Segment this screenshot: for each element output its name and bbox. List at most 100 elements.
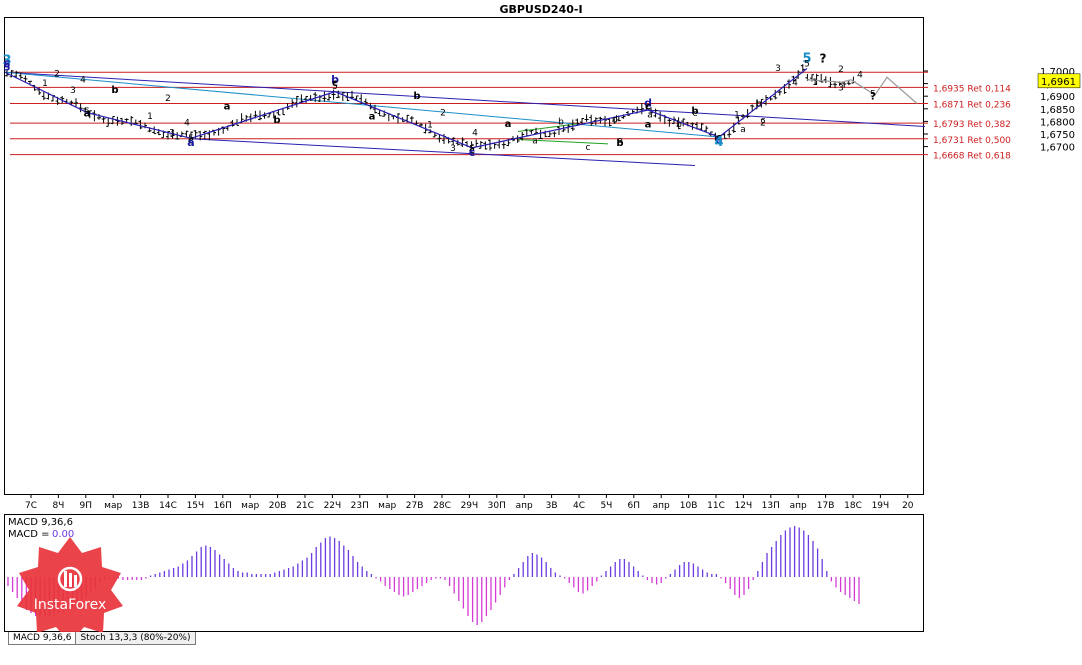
indicator-tabs: MACD 9,36,6 Stoch 13,3,3 (80%-20%) xyxy=(8,632,196,645)
wave-label-33: b xyxy=(413,91,420,102)
x-tick-label-4: 13В xyxy=(132,501,150,511)
wave-label-9: d xyxy=(644,96,652,109)
x-tick-label-19: 3В xyxy=(546,501,558,511)
indicator-panel xyxy=(4,514,924,632)
x-tick-label-8: мар xyxy=(241,501,259,511)
instaforex-logo: InstaForex xyxy=(10,535,130,650)
wave-label-41: a xyxy=(532,136,538,146)
green-line-1 xyxy=(517,139,609,145)
y-tick-label-6: 1,6700 xyxy=(1040,143,1075,154)
wave-label-58: 1 xyxy=(812,78,818,88)
wave-label-47: a xyxy=(645,120,652,131)
tab-stoch[interactable]: Stoch 13,3,3 (80%-20%) xyxy=(75,632,196,645)
x-tick-label-13: мар xyxy=(378,501,396,511)
wave-label-60: 3 xyxy=(838,83,844,93)
x-tick-label-7: 16П xyxy=(214,501,232,511)
wave-label-10: c xyxy=(645,101,651,112)
wave-label-2: 5 xyxy=(4,62,11,73)
wave-label-4: ? xyxy=(820,52,827,66)
wave-label-56: 3 xyxy=(775,64,781,74)
wave-label-5: 5 xyxy=(804,60,810,70)
x-tick-label-27: 13П xyxy=(762,501,780,511)
y-tick-label-2: 1,6900 xyxy=(1040,92,1075,103)
x-tick-label-1: 8Ч xyxy=(52,501,64,511)
x-tick-label-30: 18С xyxy=(844,501,862,511)
x-tick-label-25: 11С xyxy=(707,501,725,511)
wave-label-27: 1 xyxy=(147,112,153,122)
wave-label-34: a xyxy=(369,111,376,122)
x-tick-label-15: 28С xyxy=(433,501,451,511)
wave-label-57: 4 xyxy=(792,78,798,88)
y-tick-label-4: 1,6800 xyxy=(1040,117,1075,128)
wave-label-24: 5 xyxy=(84,107,90,117)
macd-label: MACD 9,36,6 xyxy=(8,517,73,528)
wave-label-39: a xyxy=(505,119,512,130)
x-tick-label-11: 22Ч xyxy=(324,501,342,511)
fibonacci-levels: 1,6935 Ret 0,114 1,6871 Ret 0,236 1,6793 R… xyxy=(10,71,1011,162)
green-line-0 xyxy=(517,123,578,132)
x-tick-label-16: 29Ч xyxy=(461,501,479,511)
wave-label-7: c xyxy=(332,78,338,89)
wave-label-25: a xyxy=(84,108,91,119)
price-bars xyxy=(5,64,856,151)
wave-label-55: 2 xyxy=(760,119,766,129)
wave-label-50: c xyxy=(693,109,698,119)
projection-path xyxy=(806,76,918,104)
wave-label-14: 5 xyxy=(188,134,194,144)
x-tick-label-20: 4С xyxy=(573,501,585,511)
wave-label-35: 2 xyxy=(440,109,446,119)
macd-value-prefix: MACD = xyxy=(8,529,50,540)
x-tick-label-9: 20В xyxy=(269,501,287,511)
current-price-box xyxy=(1037,73,1081,89)
trend-channels xyxy=(4,71,926,166)
fib-label-1: 1,6935 Ret 0,114 xyxy=(933,84,1011,94)
x-tick-label-5: 14С xyxy=(159,501,177,511)
fib-label-4: 1,6731 Ret 0,500 xyxy=(933,136,1011,146)
y-tick-label-0: 1,7000 xyxy=(1040,67,1075,78)
blue-trendline-0 xyxy=(4,71,720,138)
wave-label-59: 2 xyxy=(838,65,844,75)
tab-macd[interactable]: MACD 9,36,6 xyxy=(8,632,77,645)
wave-label-19: c xyxy=(469,146,476,159)
wave-label-61: 4 xyxy=(857,70,863,80)
x-tick-label-0: 7С xyxy=(25,501,37,511)
x-tick-label-12: 23П xyxy=(351,501,369,511)
wave-label-38: 3 xyxy=(450,144,456,154)
wave-label-49: b xyxy=(691,106,698,117)
x-tick-label-26: 12Ч xyxy=(735,501,753,511)
x-tick-label-14: 27В xyxy=(406,501,424,511)
macd-value: 0.00 xyxy=(52,529,74,540)
current-price-tag: 1,6961 xyxy=(1037,73,1081,89)
x-tick-label-18: апр xyxy=(516,501,533,511)
wave-label-51: 1 xyxy=(734,111,740,121)
wave-label-32: b xyxy=(273,115,280,126)
primary-wave-path xyxy=(4,68,808,149)
x-tick-label-10: 21С xyxy=(296,501,314,511)
watermark-text: InstaForex xyxy=(34,597,107,613)
wave-label-31: a xyxy=(224,102,231,113)
fib-label-3: 1,6793 Ret 0,382 xyxy=(933,120,1011,130)
wave-label-45: d xyxy=(612,115,618,125)
wave-label-48: b xyxy=(676,120,682,130)
x-tick-label-28: апр xyxy=(790,501,807,511)
wave-label-21: 1 xyxy=(42,79,48,89)
wave-label-6: b xyxy=(331,73,339,86)
y-tick-label-5: 1,6750 xyxy=(1040,130,1075,141)
channel-line-1 xyxy=(190,138,696,166)
wave-label-3: 5 xyxy=(802,52,811,67)
wave-label-63: ? xyxy=(870,91,876,102)
wave-label-53: b xyxy=(756,99,762,109)
wave-label-20: 2 xyxy=(54,70,60,80)
chart-title: GBPUSD240-I xyxy=(499,3,582,16)
wave-label-43: e xyxy=(617,136,623,146)
wave-label-16: a xyxy=(187,136,194,149)
wave-label-0: 3 xyxy=(2,54,11,69)
x-tick-label-31: 19Ч xyxy=(872,501,890,511)
wave-label-8: 5 xyxy=(332,82,338,92)
fib-label-2: 1,6871 Ret 0,236 xyxy=(933,101,1011,111)
wave-label-28: 2 xyxy=(165,94,171,104)
wave-label-1: 5 xyxy=(4,60,11,71)
wave-label-44: b xyxy=(616,138,623,149)
